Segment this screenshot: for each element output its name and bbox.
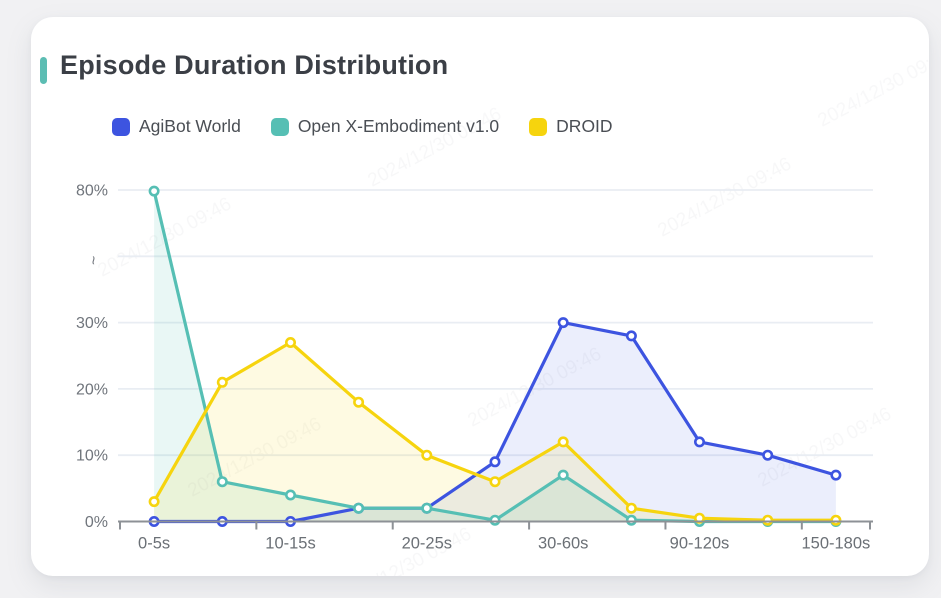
chart-title: Episode Duration Distribution (60, 50, 449, 80)
legend-item[interactable]: DROID (529, 116, 613, 137)
data-point[interactable] (625, 502, 637, 514)
legend-item[interactable]: AgiBot World (112, 116, 241, 137)
legend-swatch-agibot (112, 117, 130, 136)
x-axis-label: 20-25s (402, 535, 452, 553)
title-accent-bar (40, 57, 47, 84)
data-point[interactable] (285, 489, 297, 501)
y-axis-label: 10% (76, 448, 108, 465)
data-point[interactable] (625, 330, 637, 342)
series-area (154, 191, 836, 522)
x-axis-label: 10-15s (265, 535, 315, 553)
legend-swatch-droid (529, 117, 548, 136)
data-point[interactable] (216, 376, 228, 388)
data-point[interactable] (353, 396, 365, 408)
data-point[interactable] (421, 449, 433, 461)
series-area (154, 342, 836, 522)
line-chart: 0% 10% 20% 30% ~80% 0-5s 10-15s 20-25s 30-60s 90-… (76, 183, 873, 553)
y-axis-label: 0% (85, 514, 108, 531)
data-point[interactable] (353, 502, 365, 514)
series-area (154, 322, 836, 522)
y-axis-label: ~ (84, 256, 101, 265)
data-point[interactable] (421, 502, 433, 514)
x-axis-label: 0-5s (138, 535, 170, 553)
data-point[interactable] (762, 449, 774, 461)
data-point[interactable] (557, 317, 569, 329)
data-point[interactable] (285, 336, 297, 348)
data-point[interactable] (489, 476, 501, 488)
data-point[interactable] (148, 496, 160, 508)
data-point[interactable] (830, 469, 842, 481)
x-axis-label: 90-120s (670, 535, 730, 553)
data-point[interactable] (693, 436, 705, 448)
data-point[interactable] (625, 514, 637, 526)
x-axis-label: 150-180s (801, 535, 870, 553)
data-point[interactable] (557, 436, 569, 448)
legend-label: DROID (556, 116, 613, 136)
chart-card: 2024/12/30 09:462024/12/30 09:462024/12/… (31, 17, 929, 576)
data-point[interactable] (830, 514, 842, 526)
data-point[interactable] (557, 469, 569, 481)
data-point[interactable] (216, 476, 228, 488)
data-point[interactable] (489, 514, 501, 526)
x-axis-label: 30-60s (538, 535, 588, 553)
data-point[interactable] (148, 185, 160, 197)
legend-swatch-openx (270, 117, 289, 136)
y-axis-label: 20% (76, 381, 108, 398)
y-axis-label: 80% (76, 183, 108, 200)
data-point[interactable] (489, 456, 501, 468)
data-point[interactable] (762, 514, 774, 526)
legend: AgiBot World Open X-Embodiment v1.0 DROI… (112, 116, 613, 137)
legend-item[interactable]: Open X-Embodiment v1.0 (270, 116, 500, 137)
legend-label: AgiBot World (139, 116, 241, 136)
y-axis-label: 30% (76, 315, 108, 332)
legend-label: Open X-Embodiment v1.0 (297, 116, 500, 136)
